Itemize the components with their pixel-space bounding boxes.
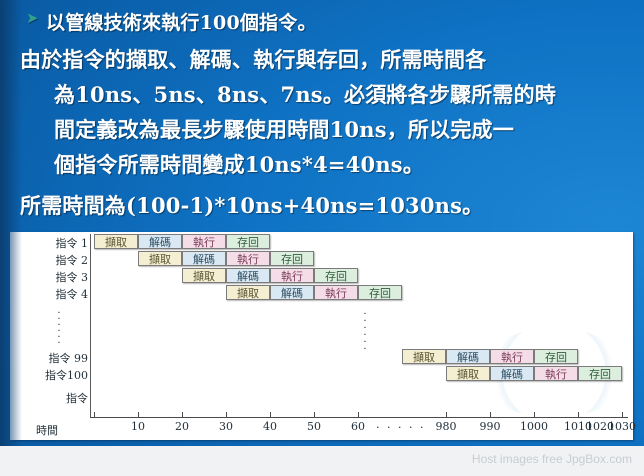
stage-box: 擷取	[226, 285, 270, 300]
stage-box: 執行	[534, 366, 578, 381]
tick-label: 1010	[564, 420, 592, 433]
stage-box: 存回	[358, 285, 402, 300]
tick-label: 1030	[608, 420, 636, 433]
watermark-credit: Host images free JpgBox.com	[471, 452, 632, 466]
stage-box: 執行	[270, 268, 314, 283]
row-label-100: 指令100	[45, 369, 88, 382]
stage-box: 存回	[314, 268, 358, 283]
stage-box: 擷取	[402, 349, 446, 364]
tick-label: 60	[351, 420, 365, 433]
tick-label: 10	[131, 420, 145, 433]
conclusion-line: 所需時間為(100-1)*10ns+40ns=1030ns。	[20, 193, 484, 218]
body-line-4: 個指令所需時間變成10ns*4=40ns。	[54, 152, 425, 177]
stage-box: 執行	[182, 234, 226, 249]
tick-label: 20	[175, 420, 189, 433]
diagram-ellipsis: ......	[363, 306, 367, 352]
slide-heading: 以管線技術來執行100個指令。	[46, 12, 317, 34]
stage-box: 解碼	[182, 251, 226, 266]
tick-label: 990	[479, 420, 501, 433]
axis-gap-ellipsis: · · · · ·	[376, 421, 426, 434]
body-line-1: 由於指令的擷取、解碼、執行與存回，所需時間各	[20, 47, 487, 72]
pipeline-diagram: 指令 1 指令 2 指令 3 指令 4 指令 99 指令100 指令 .....…	[10, 232, 636, 440]
axis-label: 時間	[36, 424, 58, 437]
stage-box: 擷取	[138, 251, 182, 266]
stage-box: 解碼	[138, 234, 182, 249]
stage-box: 執行	[490, 349, 534, 364]
tick-label: 1020	[586, 420, 614, 433]
tick-label: 40	[263, 420, 277, 433]
stage-box: 存回	[534, 349, 578, 364]
tick-label: 1000	[520, 420, 548, 433]
row-label-2: 指令 2	[55, 254, 89, 267]
row-label-4: 指令 4	[55, 288, 89, 301]
row-label-axis: 指令	[66, 392, 88, 405]
stage-box: 解碼	[490, 366, 534, 381]
stage-box: 解碼	[446, 349, 490, 364]
tick-label: 30	[219, 420, 233, 433]
row-label-1: 指令 1	[55, 237, 89, 250]
label-divider	[90, 234, 91, 417]
row-label-99: 指令 99	[48, 352, 89, 365]
stage-box: 解碼	[270, 285, 314, 300]
row-label-3: 指令 3	[55, 271, 89, 284]
slide-canvas: ➤ 以管線技術來執行100個指令。 由於指令的擷取、解碼、執行與存回，所需時間各…	[0, 0, 644, 446]
stage-box: 擷取	[446, 366, 490, 381]
body-line-3: 間定義改為最長步驟使用時間10ns，所以完成一	[54, 117, 514, 142]
row-label-ellipsis: ......	[57, 305, 61, 346]
stage-box: 執行	[226, 251, 270, 266]
arrow-bullet-icon: ➤	[26, 9, 39, 27]
stage-box: 擷取	[94, 234, 138, 249]
stage-box: 存回	[226, 234, 270, 249]
body-line-2: 為10ns、5ns、8ns、7ns。必須將各步驟所需的時	[54, 82, 557, 107]
stage-box: 執行	[314, 285, 358, 300]
stage-box: 存回	[578, 366, 622, 381]
time-axis	[90, 417, 628, 418]
stage-box: 擷取	[182, 268, 226, 283]
tick-label: 980	[435, 420, 457, 433]
tick-label: 50	[307, 420, 321, 433]
stage-box: 解碼	[226, 268, 270, 283]
stage-box: 存回	[270, 251, 314, 266]
footer-bar: Host images free JpgBox.com	[0, 446, 644, 476]
